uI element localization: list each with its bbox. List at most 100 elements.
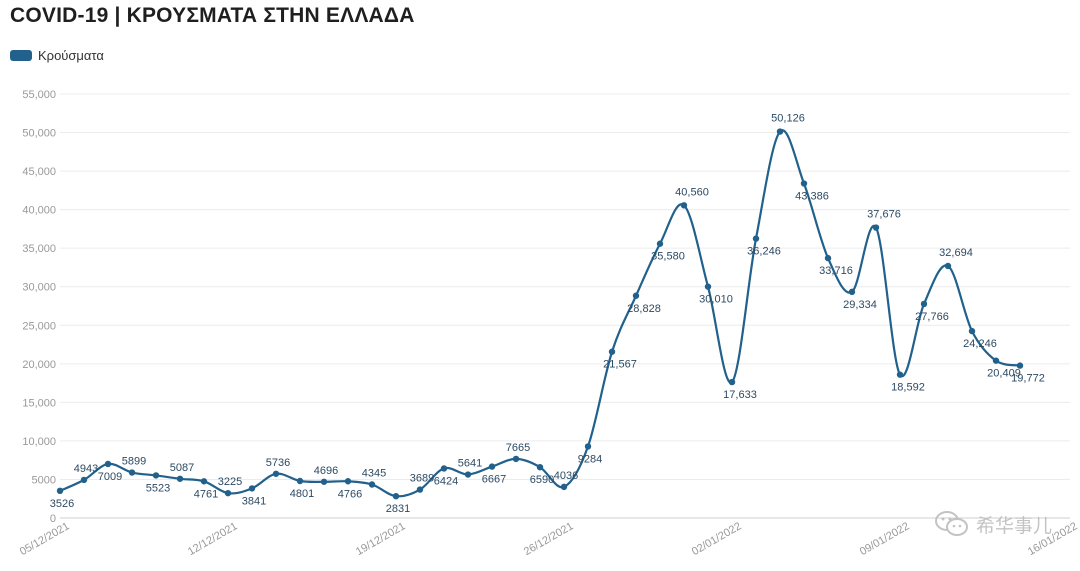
data-point — [296, 477, 304, 485]
watermark-text: 希华事儿 — [975, 515, 1052, 537]
legend-label: Κρούσματα — [38, 48, 104, 63]
y-tick-label: 55,000 — [22, 89, 56, 101]
data-label: 21,567 — [603, 359, 637, 371]
data-label: 5523 — [146, 482, 170, 494]
data-point — [848, 288, 856, 296]
data-point — [896, 371, 904, 378]
data-point — [968, 327, 976, 335]
y-tick-label: 35,000 — [22, 243, 56, 255]
data-label: 36,246 — [747, 246, 781, 258]
chart-title: COVID-19 | ΚΡΟΥΣΜΑΤΑ ΣΤΗΝ ΕΛΛΑΔΑ — [10, 4, 415, 27]
data-label: 2831 — [386, 503, 410, 515]
x-tick-label: 02/01/2022 — [690, 520, 744, 558]
data-point — [728, 378, 736, 386]
data-point — [320, 478, 328, 485]
data-point — [920, 300, 928, 308]
data-label: 3225 — [218, 476, 242, 488]
data-point — [992, 357, 1000, 364]
data-point — [656, 240, 664, 247]
data-point — [152, 472, 160, 479]
data-label: 19,772 — [1011, 373, 1045, 385]
data-point — [224, 489, 232, 497]
data-label: 43,386 — [795, 191, 829, 203]
data-point — [440, 465, 448, 472]
data-point — [944, 262, 952, 270]
data-label: 5899 — [122, 456, 146, 468]
data-point — [104, 460, 112, 468]
legend-swatch — [10, 50, 32, 61]
data-point — [824, 254, 832, 262]
series — [56, 128, 1024, 500]
data-point — [176, 475, 184, 482]
data-point — [776, 128, 784, 135]
y-tick-label: 45,000 — [22, 166, 56, 178]
data-label: 17,633 — [723, 389, 757, 401]
data-label: 7009 — [98, 471, 122, 483]
data-label: 4696 — [314, 465, 338, 477]
data-label: 18,592 — [891, 382, 925, 394]
data-label: 4943 — [74, 463, 98, 475]
x-axis: 05/12/2021 12/12/2021 19/12/2021 26/12/2021… — [18, 520, 1080, 558]
data-label: 40,560 — [675, 186, 709, 198]
data-point — [584, 443, 592, 450]
legend[interactable]: Κρούσματα — [10, 48, 104, 63]
data-label: 3841 — [242, 495, 266, 507]
data-point — [800, 180, 808, 187]
data-label: 28,828 — [627, 303, 661, 315]
data-label: 5087 — [170, 462, 194, 474]
y-tick-label: 50,000 — [22, 128, 56, 140]
y-tick-label: 30,000 — [22, 282, 56, 294]
data-label: 20,409 — [987, 368, 1021, 380]
data-label: 37,676 — [867, 209, 901, 221]
wechat-icon — [934, 511, 968, 536]
data-point — [80, 476, 88, 484]
data-label: 3689 — [410, 473, 434, 485]
data-point — [392, 492, 400, 500]
data-point — [560, 483, 568, 491]
data-point — [872, 224, 880, 231]
data-point — [536, 463, 544, 471]
grid — [60, 93, 1070, 519]
data-point — [752, 235, 760, 242]
data-point — [56, 487, 64, 495]
data-point — [248, 485, 256, 492]
data-point — [488, 463, 496, 470]
data-label: 6667 — [482, 474, 506, 486]
y-tick-label: 10,000 — [22, 436, 56, 448]
data-label: 4761 — [194, 488, 218, 500]
data-label: 6424 — [434, 475, 458, 487]
data-point — [632, 292, 640, 299]
data-label: 30,010 — [699, 294, 733, 306]
data-label: 9284 — [578, 453, 602, 465]
data-label: 4036 — [554, 470, 578, 482]
y-tick-label: 25,000 — [22, 320, 56, 332]
watermark: 希华事儿 — [934, 510, 1052, 538]
data-point — [1016, 362, 1024, 369]
y-tick-label: 15,000 — [22, 397, 56, 409]
data-label: 7665 — [506, 442, 530, 454]
data-label: 27,766 — [915, 311, 949, 323]
data-point — [344, 478, 352, 485]
data-point — [272, 470, 280, 477]
data-label: 6590 — [530, 474, 554, 486]
data-label: 4345 — [362, 468, 386, 480]
data-label: 50,126 — [771, 113, 805, 125]
data-point — [464, 471, 472, 478]
y-tick-label: 5000 — [32, 474, 56, 486]
data-label: 5736 — [266, 457, 290, 469]
y-tick-label: 0 — [50, 513, 56, 525]
y-tick-label: 40,000 — [22, 205, 56, 217]
x-tick-label: 05/12/2021 — [18, 520, 72, 558]
data-point — [704, 283, 712, 290]
y-axis: 0 5000 10,000 15,000 20,000 25,000 30,000 35,00… — [22, 89, 56, 525]
x-tick-label: 09/01/2022 — [858, 520, 912, 558]
data-point — [608, 348, 616, 355]
data-point — [200, 478, 208, 485]
data-label: 5641 — [458, 458, 482, 470]
data-label: 35,580 — [651, 251, 685, 263]
data-label: 32,694 — [939, 247, 973, 259]
data-point — [368, 481, 376, 488]
x-tick-label: 19/12/2021 — [354, 520, 408, 558]
data-point — [128, 469, 136, 476]
